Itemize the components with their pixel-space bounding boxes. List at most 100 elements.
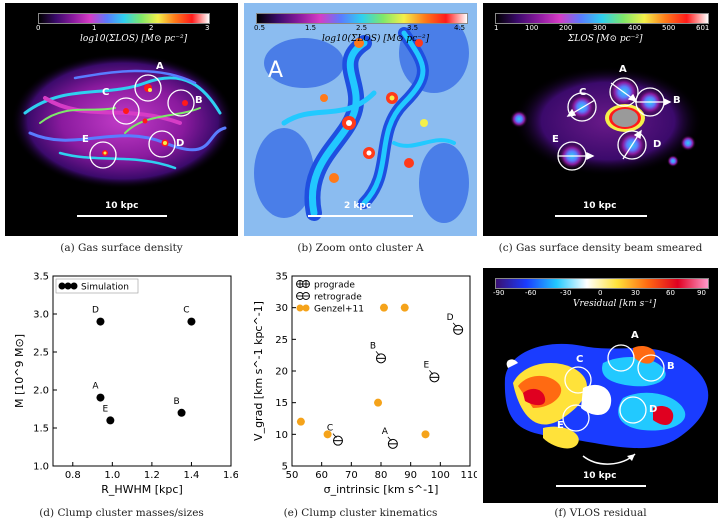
cluster-label-a: A	[268, 58, 284, 83]
label-c-e: E	[552, 134, 559, 145]
scale-label-b: 2 kpc	[344, 201, 372, 211]
point-e	[429, 370, 440, 383]
label-d: D	[176, 138, 185, 149]
x-tick-label: 1.4	[183, 470, 199, 481]
point-d	[96, 317, 105, 326]
caption-e: (e) Clump cluster kinematics	[283, 507, 438, 519]
genzel-point	[421, 430, 430, 439]
label-f-e: E	[557, 420, 564, 431]
clump-circle-b	[167, 89, 195, 117]
cbar-f-tick-3: 0	[598, 289, 603, 297]
x-tick-label: 1.6	[223, 470, 238, 481]
label-f-d: D	[649, 404, 658, 415]
zoom-cluster-map	[244, 3, 477, 236]
cbar-f-title: Vresidual [km s⁻¹]	[573, 299, 657, 309]
cbar-b-tick-1: 1.5	[305, 24, 317, 32]
point-e	[106, 416, 115, 425]
cbar-f-tick-2: -30	[560, 289, 572, 297]
x-tick-label: 70	[345, 470, 358, 481]
cbar-b-tick-0: 0.5	[254, 24, 266, 32]
y-axis-label: M [10^9 M⊙]	[13, 334, 26, 408]
label-a: A	[156, 61, 164, 72]
caption-d: (d) Clump cluster masses/sizes	[39, 507, 204, 519]
x-tick-label: 90	[404, 470, 417, 481]
point-label-e: E	[103, 404, 109, 414]
x-tick-label: 100	[431, 470, 450, 481]
caption-a: (a) Gas surface density	[60, 242, 183, 254]
legend-marker	[70, 282, 78, 290]
point-d	[452, 322, 464, 335]
cbar-b-title: log10(ΣLOS) [M⊙ pc⁻²]	[322, 34, 430, 44]
mass-size-chart: 0.8 1.0 1.2 1.4 1.6 1.0 1.5 2.0 2.5 3.0 3.5 R_HWHM …	[13, 272, 238, 497]
panel-c-image: 1 100 200 300 400 500 601 ΣLOS [M⊙ pc⁻²]…	[483, 3, 718, 236]
cbar-c-tick-4: 400	[628, 24, 642, 32]
point-label-c: C	[327, 424, 333, 434]
caption-b: (b) Zoom onto cluster A	[297, 242, 424, 254]
y-tick-label: 3.0	[33, 310, 49, 321]
scale-bar-a	[77, 215, 167, 217]
label-c: C	[102, 87, 110, 98]
genzel-point	[296, 417, 305, 426]
cbar-c-title: ΣLOS [M⊙ pc⁻²]	[568, 34, 643, 44]
caption-c: (c) Gas surface density beam smeared	[498, 242, 703, 254]
legend-marker	[58, 282, 66, 290]
legend-marker	[296, 304, 304, 312]
x-axis-label: R_HWHM [kpc]	[101, 483, 183, 496]
y-tick-label: 1.5	[33, 424, 49, 435]
label-b: B	[195, 95, 203, 106]
label-c-d: D	[653, 139, 662, 150]
cbar-c-tick-5: 500	[662, 24, 676, 32]
cbar-c-tick-1: 100	[525, 24, 539, 32]
label-f-c: C	[576, 354, 584, 365]
point-label-e: E	[424, 360, 430, 370]
point-b	[177, 408, 186, 417]
colorbar-b	[256, 13, 468, 24]
legend-retrograde: retrograde	[314, 293, 362, 303]
cbar-b-tick-3: 3.5	[407, 24, 419, 32]
point-a	[96, 393, 105, 402]
legend-marker	[302, 304, 310, 312]
legend-marker	[64, 282, 72, 290]
cbar-f-tick-5: 60	[666, 289, 675, 297]
x-tick-label: 110	[460, 470, 477, 481]
x-axis-label: σ_intrinsic [km s^-1]	[324, 483, 439, 496]
beam-smeared-map	[510, 66, 703, 176]
cbar-c-tick-6: 601	[696, 24, 710, 32]
point-a	[387, 436, 398, 449]
panel-a-image: 0 1 2 3 log10(ΣLOS) [M⊙ pc⁻²] A B C D E …	[5, 3, 238, 236]
label-f-b: B	[667, 361, 675, 372]
cbar-f-tick-0: -90	[493, 289, 505, 297]
kinematics-chart: 50 60 70 80 90 100 110 5 10 15 20 25 30 35 σ_intrinsic…	[252, 272, 477, 497]
scale-bar-c	[555, 215, 647, 217]
scale-label-f: 10 kpc	[583, 471, 617, 481]
point-label-c: C	[183, 306, 189, 316]
legend-simulation: Simulation	[81, 283, 129, 293]
colorbar-a	[38, 13, 210, 24]
y-tick-label: 1.0	[33, 462, 49, 473]
label-c-a: A	[619, 64, 627, 75]
x-tick-label: 80	[375, 470, 388, 481]
cbar-b-tick-4: 4.5	[454, 24, 466, 32]
colorbar-f	[495, 278, 709, 289]
cbar-f-tick-1: -60	[525, 289, 537, 297]
genzel-point	[379, 303, 388, 312]
velocity-residual-map	[504, 343, 709, 465]
point-c	[187, 317, 196, 326]
cbar-a-tick-0: 0	[36, 24, 41, 32]
point-label-a: A	[382, 427, 389, 437]
y-tick-label: 3.5	[33, 272, 49, 283]
x-tick-label: 60	[315, 470, 328, 481]
x-tick-label: 0.8	[65, 470, 81, 481]
x-tick-label: 50	[286, 470, 299, 481]
cbar-f-tick-6: 90	[697, 289, 706, 297]
point-label-b: B	[370, 341, 376, 351]
legend: Simulation	[55, 278, 139, 294]
cbar-c-tick-0: 1	[494, 24, 499, 32]
y-tick-label: 35	[275, 272, 288, 283]
cbar-a-title: log10(ΣLOS) [M⊙ pc⁻²]	[80, 34, 188, 44]
y-tick-label: 15	[275, 398, 288, 409]
label-c-b: B	[673, 95, 681, 106]
panel-f-image: -90 -60 -30 0 30 60 90 Vresidual [km s⁻¹…	[483, 268, 718, 503]
label-c-c: C	[579, 87, 587, 98]
genzel-point	[323, 430, 332, 439]
